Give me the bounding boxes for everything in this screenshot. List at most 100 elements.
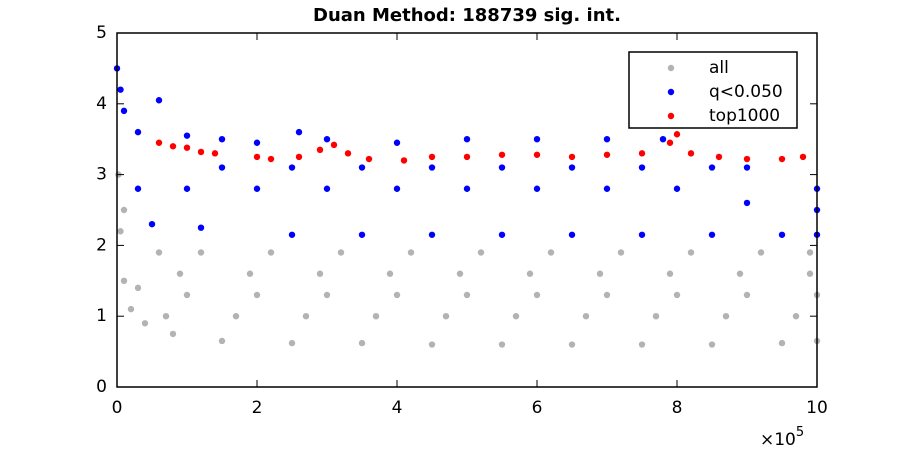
x-tick-label: 8 (672, 398, 683, 418)
legend-box (628, 51, 798, 129)
legend-marker (667, 88, 675, 96)
point (197, 249, 205, 256)
point (568, 164, 576, 171)
point (358, 339, 366, 347)
point (134, 284, 142, 292)
point (666, 270, 674, 277)
point (176, 270, 184, 277)
point (582, 313, 590, 320)
y-tick-label: 3 (96, 165, 107, 185)
point (183, 132, 191, 139)
point (323, 185, 331, 192)
point (267, 249, 275, 256)
point (673, 291, 681, 299)
point (512, 313, 520, 320)
point (673, 185, 681, 192)
point (498, 151, 506, 158)
point (498, 164, 506, 171)
x-exponent-power: 5 (796, 425, 804, 440)
point (722, 313, 730, 320)
point (218, 164, 226, 171)
point (659, 136, 667, 143)
point (533, 151, 541, 158)
point (316, 270, 324, 277)
point (806, 249, 814, 256)
point (463, 136, 471, 143)
point (652, 313, 660, 320)
point (253, 139, 261, 146)
point (477, 249, 485, 256)
point (302, 313, 310, 320)
point (117, 228, 124, 235)
point (337, 249, 345, 256)
point (117, 86, 124, 93)
point (617, 249, 625, 256)
point (463, 291, 471, 299)
point (316, 146, 324, 154)
point (715, 153, 723, 161)
point (778, 231, 786, 238)
point (743, 199, 751, 207)
point (442, 313, 450, 320)
point (568, 231, 576, 238)
x-exponent: ×105 (760, 425, 804, 451)
point (295, 128, 303, 136)
point (666, 139, 674, 146)
point (393, 291, 401, 299)
point (757, 249, 765, 256)
y-tick-label: 0 (96, 377, 107, 397)
point (169, 143, 177, 150)
x-tick-label: 4 (392, 398, 403, 418)
point (743, 155, 751, 163)
legend-label: q<0.050 (709, 82, 783, 102)
point (183, 185, 191, 192)
point (547, 249, 555, 256)
point (673, 131, 681, 138)
point (169, 330, 177, 338)
point (267, 155, 275, 163)
point (183, 144, 191, 151)
point (428, 153, 436, 161)
point (197, 224, 205, 231)
y-tick-label: 4 (96, 94, 107, 114)
y-tick-label: 2 (96, 235, 107, 255)
point (498, 231, 506, 238)
point (386, 270, 394, 277)
point (120, 277, 128, 284)
point (428, 231, 436, 238)
point (708, 231, 716, 238)
point (120, 107, 128, 115)
point (330, 141, 338, 149)
point (708, 164, 716, 171)
x-tick-label: 0 (112, 398, 123, 418)
point (743, 291, 751, 299)
point (498, 341, 506, 348)
point (120, 206, 128, 214)
point (708, 341, 716, 348)
point (407, 249, 415, 256)
legend-marker (667, 64, 675, 72)
point (246, 270, 254, 277)
point (603, 136, 611, 143)
point (393, 185, 401, 192)
point (778, 155, 786, 163)
point (533, 185, 541, 192)
point (603, 151, 611, 158)
point (456, 270, 464, 277)
point (638, 231, 646, 238)
point (197, 148, 205, 156)
point (792, 313, 800, 320)
point (148, 220, 156, 228)
point (253, 153, 261, 161)
point (428, 164, 436, 171)
point (358, 231, 366, 238)
y-tick-label: 5 (96, 23, 107, 43)
point (428, 341, 436, 348)
point (323, 136, 331, 143)
point (603, 291, 611, 299)
point (596, 270, 604, 277)
point (218, 337, 226, 345)
x-exponent-base: ×10 (760, 430, 796, 450)
point (344, 150, 352, 157)
point (155, 249, 163, 256)
